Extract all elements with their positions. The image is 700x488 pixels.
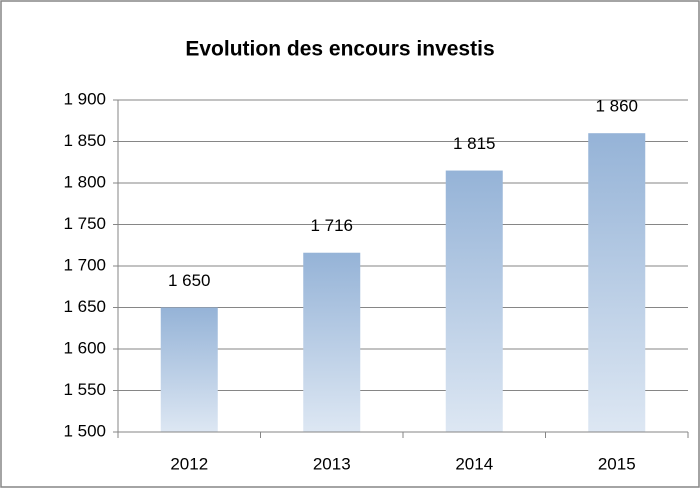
x-tick-label: 2013: [313, 454, 351, 473]
y-tick-label: 1 650: [63, 297, 106, 316]
data-label: 1 650: [168, 271, 211, 290]
y-tick-label: 1 700: [63, 255, 106, 274]
data-label: 1 716: [310, 216, 353, 235]
y-tick-label: 1 500: [63, 421, 106, 440]
data-label: 1 860: [595, 97, 638, 116]
bar: [303, 252, 361, 432]
x-tick-label: 2014: [455, 454, 493, 473]
y-tick-label: 1 550: [63, 380, 106, 399]
data-label: 1 815: [453, 134, 496, 153]
chart-title: Evolution des encours investis: [185, 38, 494, 61]
y-tick-label: 1 900: [63, 89, 106, 108]
bar: [588, 133, 646, 432]
y-tick-label: 1 600: [63, 338, 106, 357]
y-tick-label: 1 800: [63, 172, 106, 191]
bar: [445, 170, 503, 433]
bar: [160, 307, 218, 432]
y-tick-label: 1 850: [63, 131, 106, 150]
y-tick-label: 1 750: [63, 214, 106, 233]
x-tick-label: 2012: [170, 454, 208, 473]
x-tick-label: 2015: [598, 454, 636, 473]
